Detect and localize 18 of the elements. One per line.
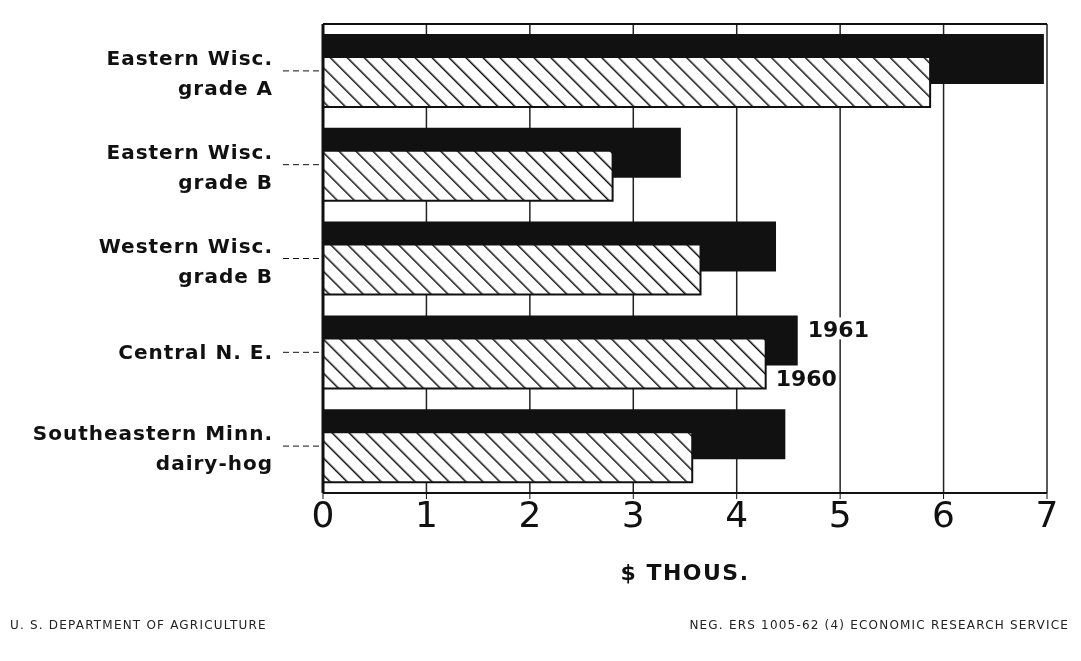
- x-tick-label: 0: [311, 493, 335, 535]
- x-tick-label: 5: [828, 493, 852, 535]
- series-label: 1960: [775, 366, 837, 392]
- x-tick-label: 3: [621, 493, 645, 535]
- x-axis-title: $ THOUS.: [620, 560, 750, 585]
- x-tick-label: 7: [1035, 493, 1059, 535]
- text: U. S. DEPARTMENT OF AGRICULTURE: [10, 618, 267, 632]
- series-label: 1961: [807, 317, 869, 343]
- text: NEG. ERS 1005-62 (4) ECONOMIC RESEARCH SERVICE: [689, 618, 1069, 632]
- x-tick-label: 6: [932, 493, 956, 535]
- y-tick-label: Eastern Wisc. grade B: [106, 139, 273, 194]
- y-tick-label: Southeastern Minn. dairy-hog: [32, 421, 273, 476]
- x-tick-label: 1: [414, 493, 438, 535]
- x-tick-label: 4: [725, 493, 749, 535]
- x-tick-label: 2: [518, 493, 542, 535]
- y-tick-label: Central N. E.: [118, 340, 273, 365]
- y-tick-label: Western Wisc. grade B: [98, 233, 273, 288]
- y-tick-label: Eastern Wisc. grade A: [106, 45, 273, 100]
